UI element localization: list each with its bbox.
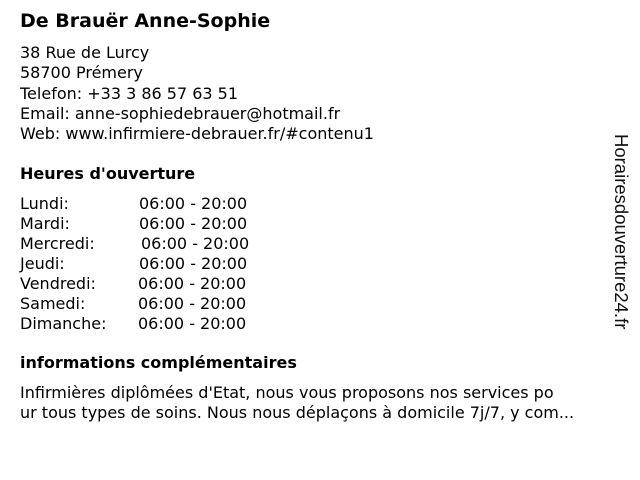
contact-block: 38 Rue de Lurcy 58700 Prémery Telefon: +… [20,43,374,144]
email: Email: anne-sophiedebrauer@hotmail.fr [20,103,341,123]
hours-row: Samedi: 06:00 - 20:00 [20,294,249,314]
day: Lundi: [20,194,69,213]
time: 06:00 - 20:00 [139,214,248,233]
info-line: ur tous types de soins. Nous nous déplaç… [20,403,575,422]
info-heading: informations complémentaires [20,353,297,372]
time: 06:00 - 20:00 [138,294,247,313]
day: Mardi: [20,214,70,233]
watermark: Horairesdouverture24.fr [611,134,632,330]
day: Mercredi: [20,234,95,253]
info-text: Infirmières diplômées d'Etat, nous vous … [20,383,632,423]
hours-row: Mardi: 06:00 - 20:00 [20,214,249,234]
page-title: De Brauër Anne-Sophie [20,10,271,32]
day: Vendredi: [20,274,96,293]
hours-row: Vendredi: 06:00 - 20:00 [20,274,249,294]
time: 06:00 - 20:00 [139,194,248,213]
day: Samedi: [20,294,86,313]
street: 38 Rue de Lurcy [20,43,150,62]
hours-row: Jeudi: 06:00 - 20:00 [20,254,249,274]
time: 06:00 - 20:00 [139,254,248,273]
website: Web: www.infirmiere-debrauer.fr/#contenu… [20,124,374,144]
hours-row: Mercredi: 06:00 - 20:00 [20,234,249,254]
city: 58700 Prémery [20,63,143,83]
hours-row: Lundi: 06:00 - 20:00 [20,194,249,214]
day: Dimanche: [20,314,107,333]
time: 06:00 - 20:00 [138,274,247,293]
phone: Telefon: +33 3 86 57 63 51 [20,83,239,103]
info-line: Infirmières diplômées d'Etat, nous vous … [20,383,554,402]
hours-heading: Heures d'ouverture [20,164,196,183]
time: 06:00 - 20:00 [138,314,247,333]
day: Jeudi: [20,254,65,273]
time: 06:00 - 20:00 [141,234,250,253]
hours-row: Dimanche: 06:00 - 20:00 [20,314,249,334]
hours-table: Lundi: 06:00 - 20:00 Mardi: 06:00 - 20:00 … [20,194,249,334]
